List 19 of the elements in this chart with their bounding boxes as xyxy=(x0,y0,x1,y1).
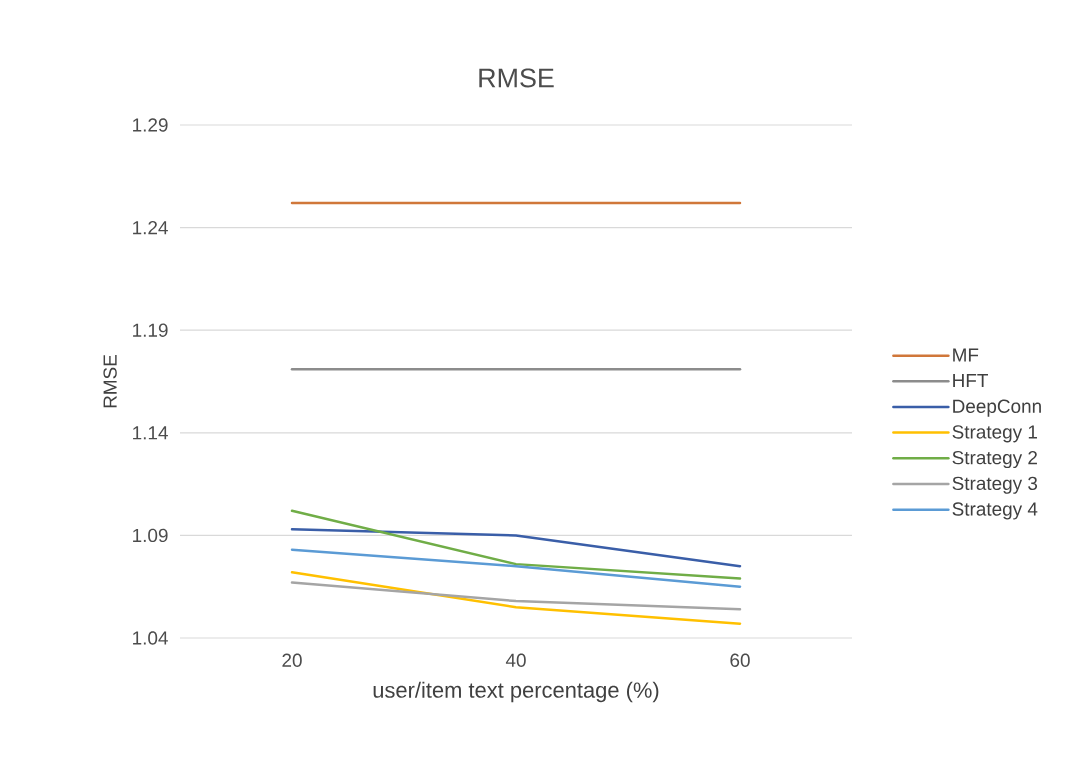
x-axis-title: user/item text percentage (%) xyxy=(373,681,659,703)
legend-label: DeepConn xyxy=(953,399,1041,417)
y-tick-label: 1.19 xyxy=(133,323,168,337)
legend-label: Strategy 1 xyxy=(952,425,1037,443)
y-tick-label: 1.09 xyxy=(133,528,168,543)
y-tick-label: 1.29 xyxy=(133,118,168,132)
legend-label: Strategy 2 xyxy=(952,450,1037,469)
y-tick-label: 1.14 xyxy=(133,426,168,440)
legend-label: Strategy 3 xyxy=(952,476,1038,494)
x-tick-label: 40 xyxy=(505,653,526,667)
x-tick-label: 60 xyxy=(730,653,750,667)
chart-title: RMSE xyxy=(479,68,554,88)
y-axis-title: RMSE xyxy=(103,354,117,408)
y-tick-label: 1.24 xyxy=(133,220,168,235)
y-tick-label: 1.04 xyxy=(133,631,168,645)
legend-label: HFT xyxy=(953,374,988,388)
legend-label: Strategy 4 xyxy=(952,502,1038,520)
x-tick-label: 20 xyxy=(282,653,302,667)
legend-label: MF xyxy=(953,348,979,362)
